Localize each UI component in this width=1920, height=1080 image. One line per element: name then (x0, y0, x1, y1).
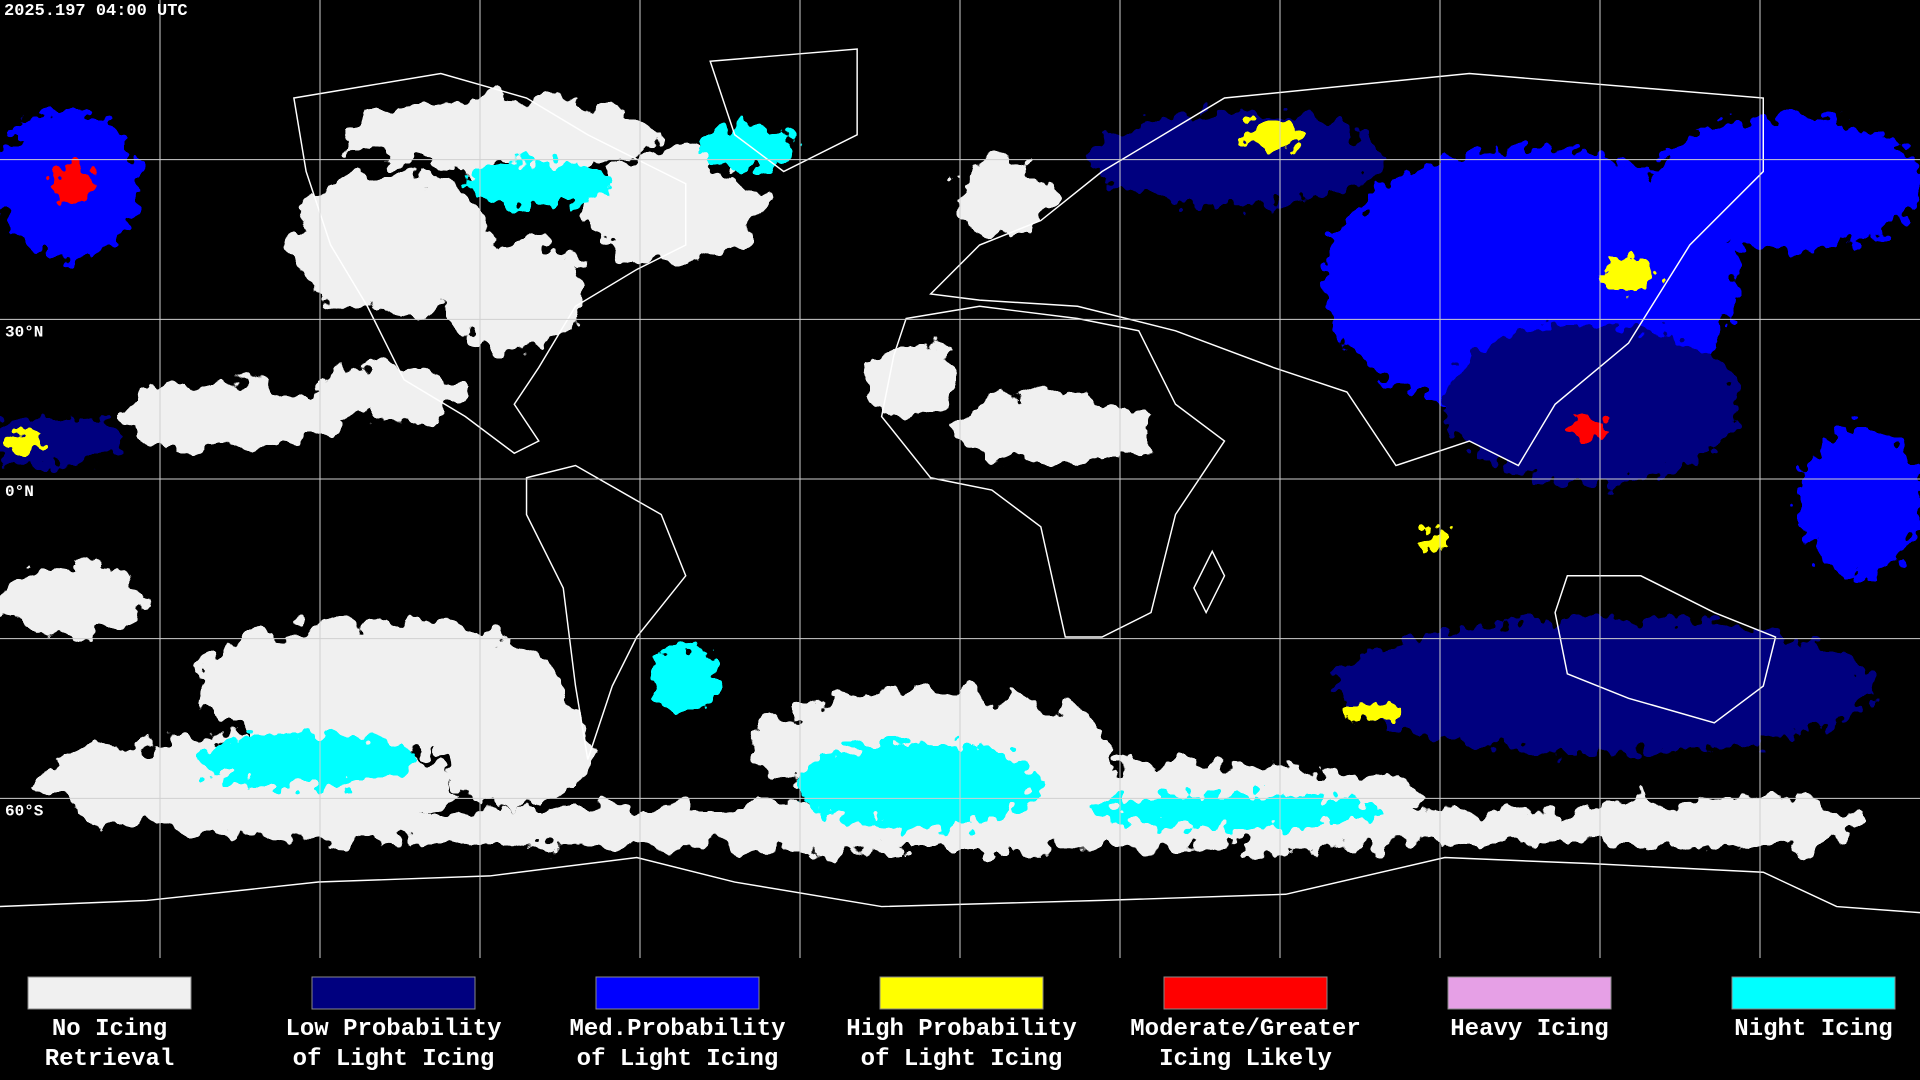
graticule (0, 0, 1920, 958)
night-icing-clouds (195, 124, 1384, 829)
legend-label: Low Probability (285, 1016, 501, 1043)
legend-swatch (1447, 976, 1612, 1010)
legend-label: Night Icing (1734, 1016, 1892, 1043)
legend: No Icing Retrieval Low Probability of Light… (27, 976, 1896, 1073)
legend-label: Moderate/Greater (1130, 1016, 1360, 1043)
legend-label: of Light Icing (861, 1046, 1063, 1073)
legend-swatch (311, 976, 476, 1010)
legend-swatch (1731, 976, 1896, 1010)
legend-swatch (1163, 976, 1328, 1010)
legend-label: of Light Icing (577, 1046, 779, 1073)
map (0, 0, 1920, 958)
latitude-labels: 30°N 0°N 60°S (5, 323, 44, 820)
latitude-label: 60°S (5, 802, 44, 820)
latitude-label: 30°N (5, 323, 43, 341)
timestamp: 2025.197 04:00 UTC (4, 2, 188, 21)
coastlines (0, 48, 1920, 914)
legend-swatch (27, 976, 192, 1010)
legend-swatch (595, 976, 760, 1010)
legend-label: High Probability (846, 1016, 1076, 1043)
legend-swatch (879, 976, 1044, 1010)
legend-label: No Icing (52, 1016, 167, 1043)
icing-probability-clouds (0, 110, 1920, 754)
legend-label: Icing Likely (1159, 1046, 1332, 1073)
legend-label: Heavy Icing (1450, 1016, 1608, 1043)
legend-label: Retrieval (45, 1046, 175, 1073)
latitude-label: 0°N (5, 483, 34, 501)
legend-label: of Light Icing (293, 1046, 495, 1073)
legend-label: Med.Probability (569, 1016, 785, 1043)
